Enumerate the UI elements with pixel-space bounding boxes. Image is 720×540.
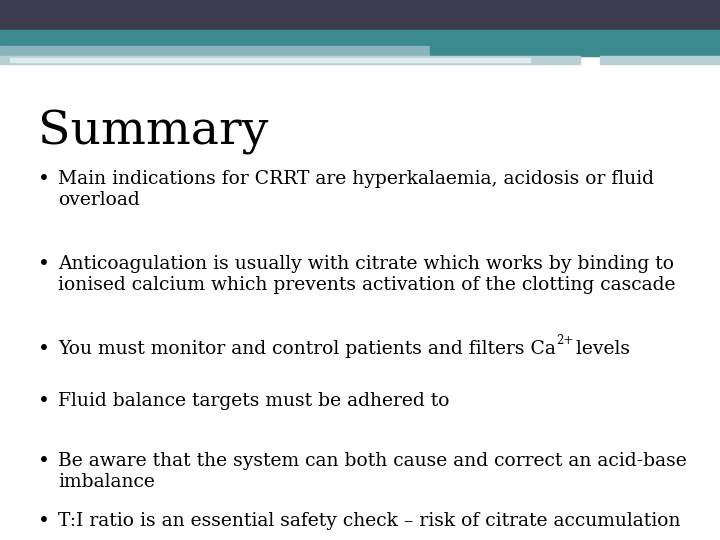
- Text: •: •: [38, 340, 50, 359]
- Bar: [0, 56, 580, 64]
- Text: levels: levels: [570, 340, 630, 358]
- Bar: [430, 46, 720, 56]
- Text: You must monitor and control patients and filters Ca: You must monitor and control patients an…: [58, 340, 556, 358]
- Bar: [0, 46, 430, 56]
- Text: Fluid balance targets must be adhered to: Fluid balance targets must be adhered to: [58, 392, 449, 410]
- Text: •: •: [38, 512, 50, 531]
- Text: •: •: [38, 452, 50, 471]
- Text: Summary: Summary: [38, 110, 269, 156]
- Text: Anticoagulation is usually with citrate which works by binding to
ionised calciu: Anticoagulation is usually with citrate …: [58, 255, 675, 294]
- Text: Main indications for CRRT are hyperkalaemia, acidosis or fluid
overload: Main indications for CRRT are hyperkalae…: [58, 170, 654, 209]
- Text: •: •: [38, 170, 50, 189]
- Bar: [0, 0, 720, 30]
- Text: T:I ratio is an essential safety check – risk of citrate accumulation: T:I ratio is an essential safety check –…: [58, 512, 680, 530]
- Text: •: •: [38, 392, 50, 411]
- Text: Be aware that the system can both cause and correct an acid-base
imbalance: Be aware that the system can both cause …: [58, 452, 687, 491]
- Text: •: •: [38, 255, 50, 274]
- Bar: [600, 56, 720, 64]
- Text: 2+: 2+: [556, 334, 573, 347]
- Bar: [10, 58, 530, 62]
- Bar: [0, 30, 720, 46]
